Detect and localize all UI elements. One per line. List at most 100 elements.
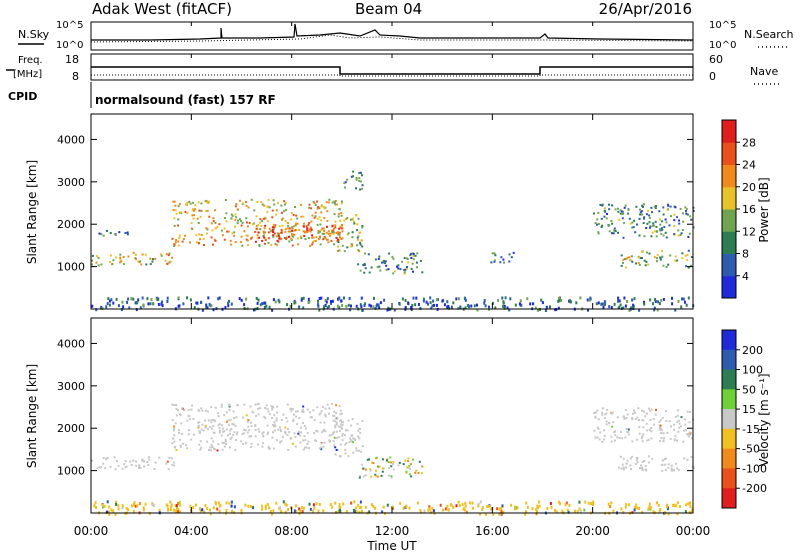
echo-cell xyxy=(357,235,360,238)
echo-cell xyxy=(592,500,595,504)
echo-cell xyxy=(119,256,122,259)
echo-cell xyxy=(178,203,181,206)
echo-cell xyxy=(211,427,213,430)
echo-cell xyxy=(263,415,266,418)
echo-cell xyxy=(290,238,293,240)
echo-cell xyxy=(174,204,177,207)
echo-cell xyxy=(229,432,232,435)
echo-cell xyxy=(620,467,623,470)
echo-cell xyxy=(132,509,135,513)
echo-cell xyxy=(392,272,395,275)
echo-cell xyxy=(117,304,120,308)
echo-cell xyxy=(346,429,349,432)
echo-cell xyxy=(597,418,600,421)
echo-cell xyxy=(364,474,367,477)
echo-cell xyxy=(243,432,246,435)
echo-cell xyxy=(679,505,682,508)
echo-cell xyxy=(621,217,624,220)
echo-cell xyxy=(263,233,266,236)
echo-cell xyxy=(348,297,351,300)
echo-cell xyxy=(674,415,677,418)
echo-cell xyxy=(659,258,662,261)
echo-cell xyxy=(171,442,174,445)
echo-cell xyxy=(337,436,340,439)
echo-cell xyxy=(531,507,534,511)
echo-cell xyxy=(229,418,232,421)
echo-cell xyxy=(97,264,100,267)
echo-cell xyxy=(230,500,233,504)
echo-cell xyxy=(645,469,648,472)
echo-cell xyxy=(320,211,323,214)
echo-cell xyxy=(356,236,359,239)
echo-cell xyxy=(252,506,255,510)
echo-cell xyxy=(545,305,548,309)
echo-cell xyxy=(691,509,693,513)
echo-cell xyxy=(313,216,316,219)
echo-cell xyxy=(622,466,625,469)
colorbar-swatch xyxy=(722,120,736,143)
echo-cell xyxy=(238,297,241,301)
echo-cell xyxy=(207,419,210,422)
echo-cell xyxy=(488,305,490,309)
echo-cell xyxy=(614,230,617,232)
echo-cell xyxy=(177,508,180,511)
echo-cell xyxy=(232,434,235,436)
echo-cell xyxy=(261,203,264,206)
echo-cell xyxy=(221,427,224,430)
echo-cell xyxy=(239,199,241,202)
colorbar-swatch xyxy=(722,409,736,430)
echo-cell xyxy=(296,217,299,220)
echo-cell xyxy=(264,238,267,241)
echo-cell xyxy=(241,202,244,205)
y-tick-label: 1000 xyxy=(57,261,85,274)
echo-cell xyxy=(337,509,340,513)
echo-cell xyxy=(173,461,175,464)
colorbar-swatch xyxy=(722,349,736,371)
echo-cell xyxy=(129,460,132,463)
echo-cell xyxy=(182,302,185,306)
echo-cell xyxy=(271,424,274,426)
echo-cell xyxy=(320,296,323,300)
echo-cell xyxy=(91,304,94,308)
echo-cell xyxy=(277,428,280,431)
echo-cell xyxy=(668,420,671,423)
echo-cell xyxy=(275,243,278,246)
echo-cell xyxy=(168,252,171,255)
echo-cell xyxy=(247,419,250,421)
echo-cell xyxy=(656,253,659,256)
echo-cell xyxy=(611,425,614,428)
echo-cell xyxy=(352,170,355,173)
echo-cell xyxy=(643,216,646,219)
echo-cell xyxy=(391,255,394,258)
echo-cell xyxy=(311,236,314,239)
echo-cell xyxy=(318,413,321,416)
echo-cell xyxy=(259,228,262,231)
echo-cell xyxy=(385,264,388,267)
echo-cell xyxy=(407,301,410,305)
echo-cell xyxy=(227,419,230,422)
echo-cell xyxy=(315,236,318,239)
echo-cell xyxy=(359,241,361,244)
echo-cell xyxy=(196,301,198,305)
echo-cell xyxy=(649,226,651,229)
echo-cell xyxy=(333,202,336,205)
echo-cell xyxy=(122,256,125,258)
echo-cell xyxy=(257,407,260,410)
echo-cell xyxy=(200,234,203,236)
echo-cell xyxy=(337,215,340,218)
echo-cell xyxy=(425,300,428,304)
echo-cell xyxy=(224,199,227,201)
echo-cell xyxy=(209,508,211,512)
colorbar-tick-label: 20 xyxy=(742,181,756,194)
echo-cell xyxy=(659,424,662,427)
echo-cell xyxy=(632,303,635,307)
echo-cell xyxy=(337,231,340,234)
echo-cell xyxy=(352,451,355,454)
echo-cell xyxy=(312,503,315,507)
power-ylabel: Slant Range [km] xyxy=(25,160,39,264)
echo-cell xyxy=(639,211,642,214)
echo-cell xyxy=(656,308,659,312)
echo-cell xyxy=(308,411,311,414)
echo-cell xyxy=(204,199,207,202)
echo-cell xyxy=(383,260,385,263)
